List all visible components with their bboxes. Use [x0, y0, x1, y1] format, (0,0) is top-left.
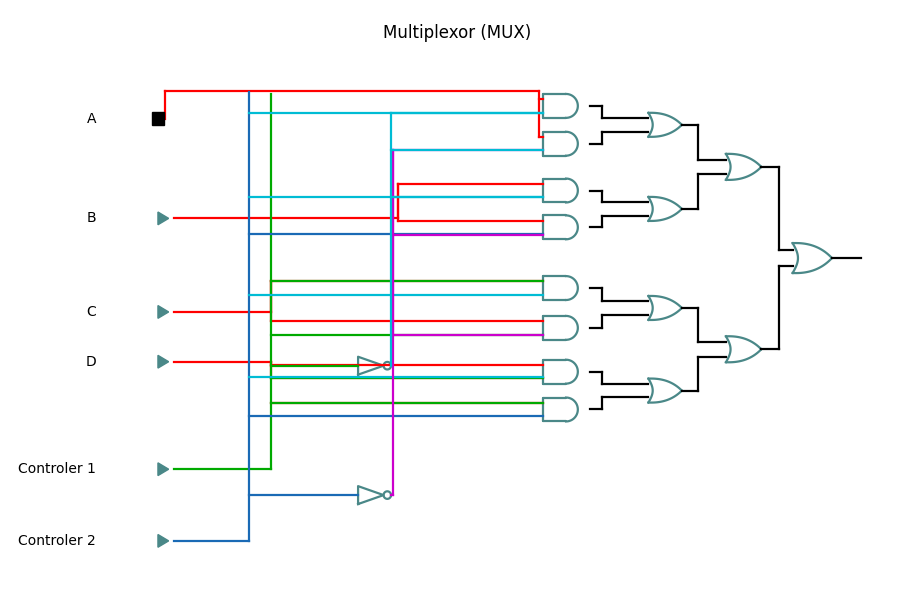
Bar: [151, 112, 165, 125]
Text: Multiplexor (MUX): Multiplexor (MUX): [383, 24, 531, 42]
Polygon shape: [158, 463, 168, 476]
Text: D: D: [86, 355, 96, 369]
Polygon shape: [158, 355, 168, 368]
Polygon shape: [158, 535, 168, 547]
Text: Controler 1: Controler 1: [18, 462, 96, 476]
Text: A: A: [86, 112, 96, 126]
Polygon shape: [158, 305, 168, 319]
Text: C: C: [86, 305, 96, 319]
Text: Controler 2: Controler 2: [18, 534, 96, 548]
Text: B: B: [86, 211, 96, 226]
Polygon shape: [158, 212, 168, 225]
